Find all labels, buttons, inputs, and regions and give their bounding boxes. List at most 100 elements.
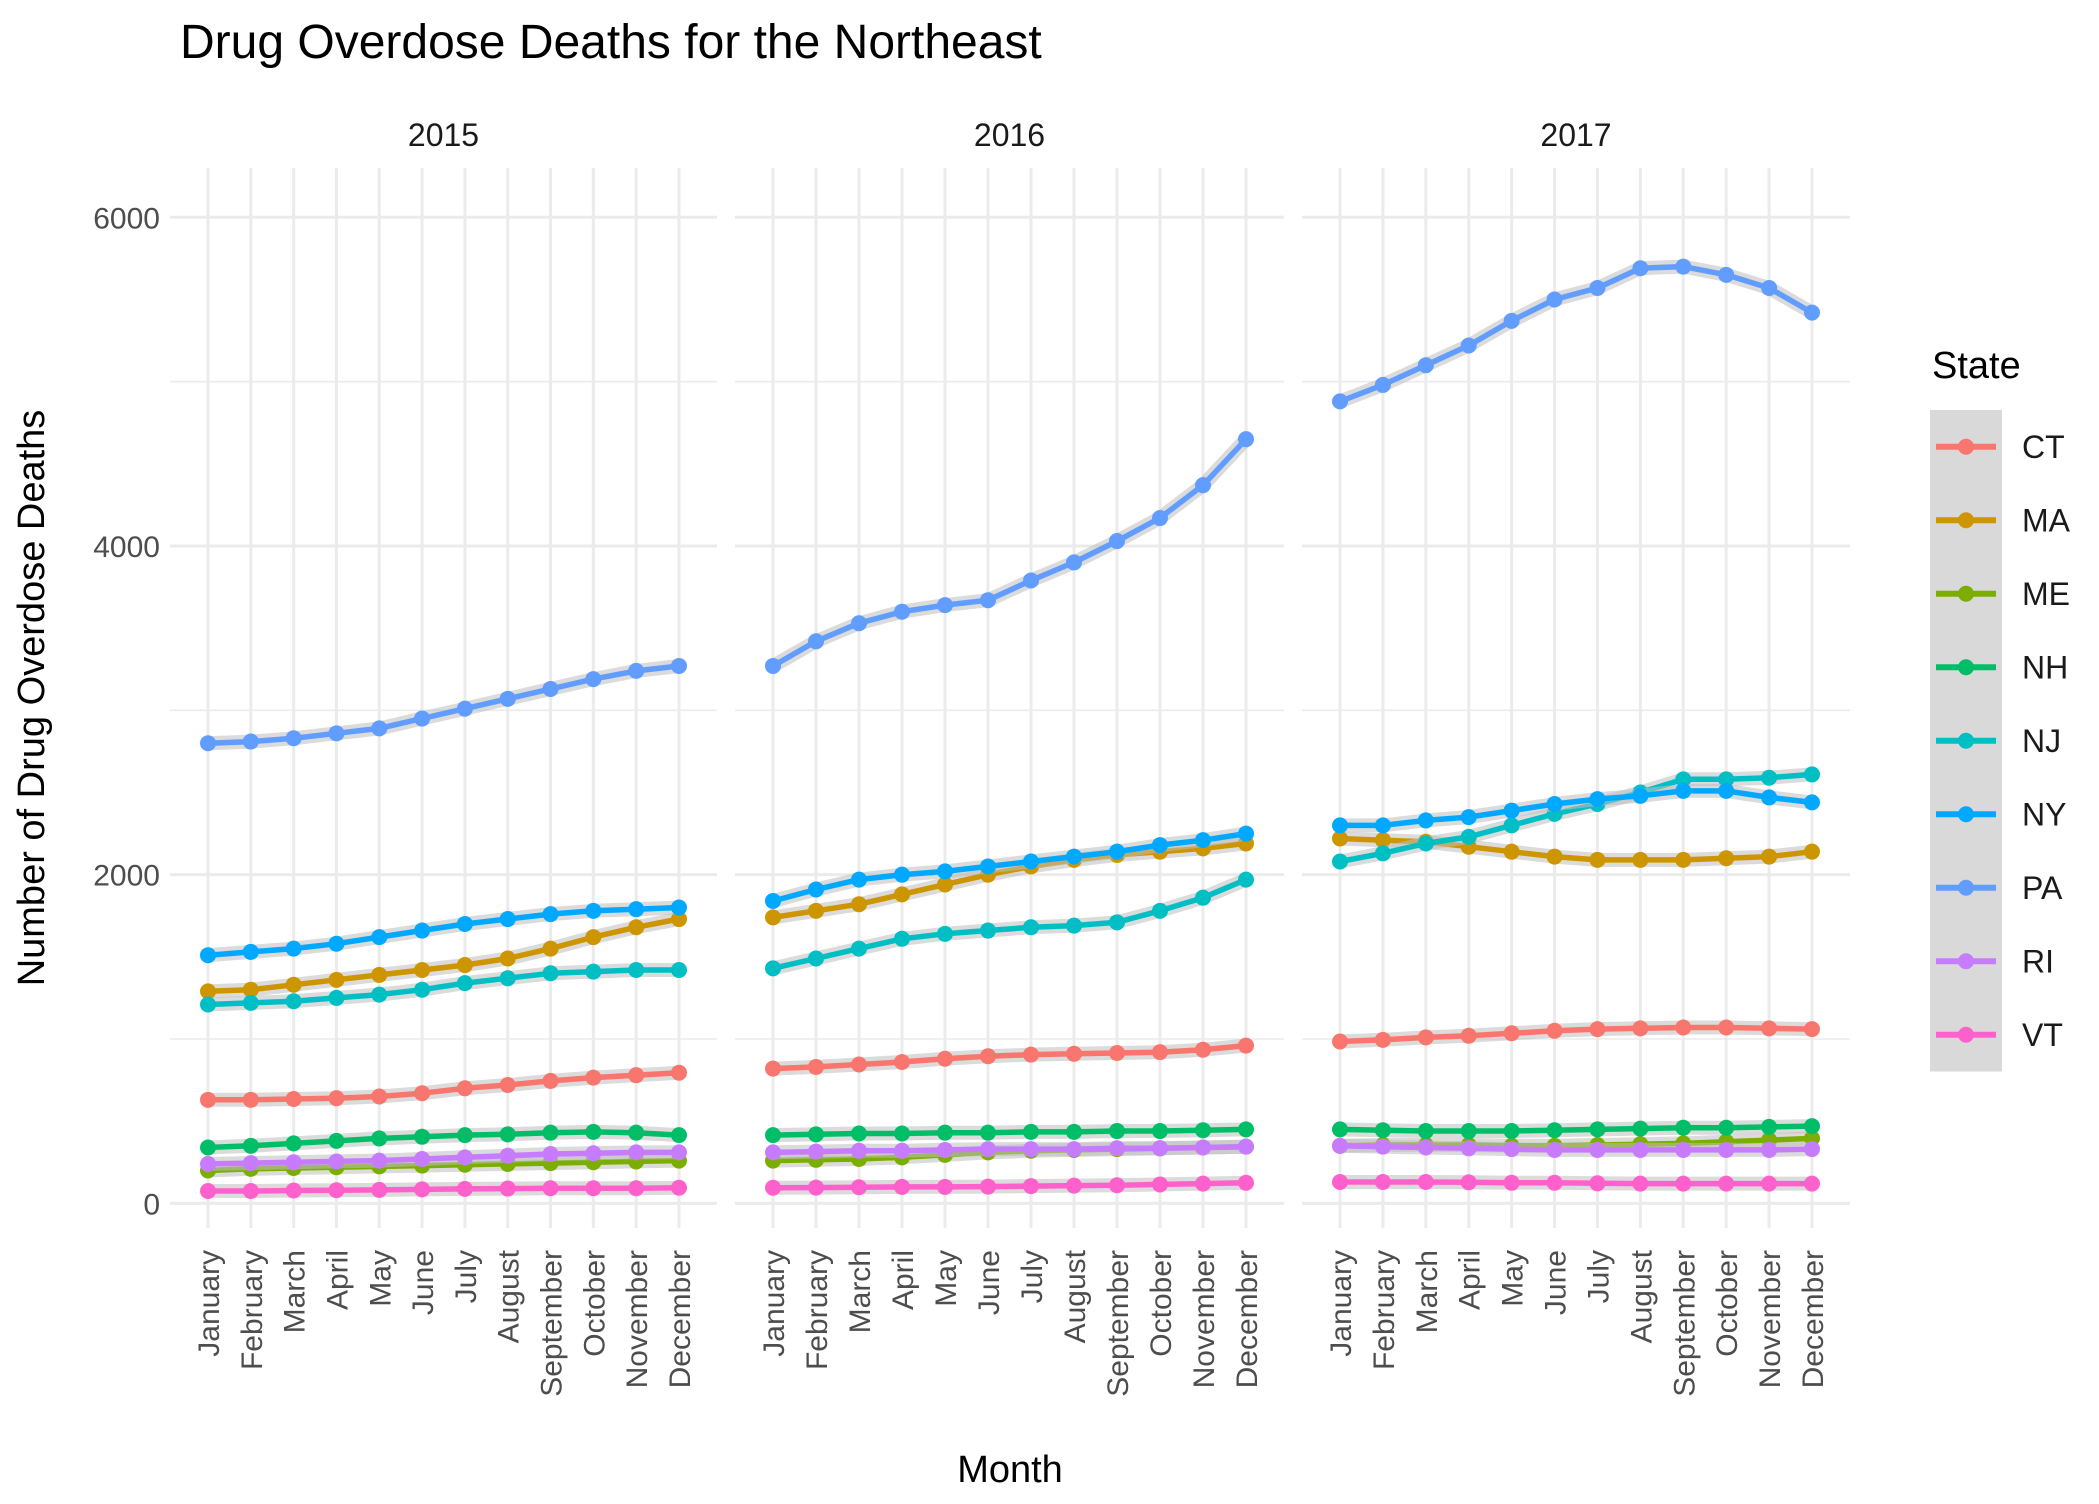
data-point-CT <box>765 1060 781 1077</box>
data-point-NH <box>1675 1119 1692 1136</box>
data-point-RI <box>1417 1139 1434 1156</box>
data-point-NJ <box>1460 828 1477 845</box>
data-point-MA <box>628 919 645 936</box>
data-point-MA <box>285 976 302 993</box>
data-point-CT <box>200 1091 216 1108</box>
data-point-CT <box>542 1072 559 1089</box>
data-point-VT <box>1374 1173 1391 1190</box>
data-point-RI <box>1675 1141 1692 1158</box>
data-point-NJ <box>328 989 345 1006</box>
x-tick-label: March <box>1411 1250 1444 1333</box>
data-point-NJ <box>1503 817 1520 834</box>
x-tick-label: December <box>664 1250 697 1388</box>
legend-label-PA: PA <box>2022 870 2063 906</box>
data-point-MA <box>894 886 910 903</box>
data-point-PA <box>1460 337 1477 354</box>
data-point-VT <box>1804 1175 1820 1192</box>
data-point-RI <box>1804 1141 1820 1158</box>
data-point-NY <box>1675 782 1692 799</box>
data-point-PA <box>414 710 431 727</box>
data-point-RI <box>1332 1137 1348 1154</box>
data-point-VT <box>1332 1173 1348 1190</box>
legend-title: State <box>1932 345 2021 387</box>
x-tick-label: September <box>1668 1250 1701 1397</box>
data-point-CT <box>328 1090 345 1107</box>
data-point-NJ <box>1675 771 1692 788</box>
data-point-NJ <box>1374 845 1391 862</box>
data-point-CT <box>980 1048 996 1065</box>
data-point-NY <box>1332 817 1348 834</box>
data-point-MA <box>200 983 216 1000</box>
data-point-NJ <box>1023 919 1039 936</box>
data-point-CT <box>1109 1044 1125 1061</box>
data-point-CT <box>1023 1046 1039 1063</box>
data-point-CT <box>1761 1020 1778 1037</box>
x-tick-label: August <box>493 1249 526 1343</box>
x-tick-label: November <box>1188 1250 1221 1388</box>
data-point-NY <box>1417 812 1434 829</box>
data-point-NH <box>200 1139 216 1156</box>
legend-label-NJ: NJ <box>2022 723 2061 759</box>
data-point-NJ <box>937 925 953 942</box>
data-point-NY <box>1460 809 1477 826</box>
data-point-PA <box>1374 376 1391 393</box>
data-point-CT <box>285 1090 302 1107</box>
facet-label-2015: 2015 <box>408 117 479 153</box>
x-tick-label: July <box>1016 1250 1049 1303</box>
data-point-PA <box>1332 393 1348 410</box>
data-point-MA <box>499 950 516 967</box>
legend-key-point-VT <box>1958 1026 1974 1043</box>
data-point-CT <box>1238 1037 1254 1054</box>
data-point-VT <box>765 1179 781 1196</box>
data-point-NJ <box>980 922 996 939</box>
data-point-NY <box>456 915 473 932</box>
data-point-VT <box>1417 1173 1434 1190</box>
data-point-MA <box>1761 848 1778 865</box>
data-point-NY <box>1152 837 1168 854</box>
data-point-PA <box>1546 291 1563 308</box>
data-point-NH <box>585 1123 602 1140</box>
data-point-PA <box>1804 304 1820 321</box>
x-tick-label: June <box>973 1250 1006 1315</box>
facet-label-2016: 2016 <box>974 117 1045 153</box>
data-point-VT <box>285 1182 302 1199</box>
data-point-MA <box>1804 843 1820 860</box>
data-point-NJ <box>1417 835 1434 852</box>
data-point-PA <box>851 615 867 632</box>
x-tick-label: May <box>1497 1250 1530 1307</box>
data-point-NH <box>851 1125 867 1142</box>
data-point-NJ <box>499 970 516 987</box>
facet-panel-2017: 2017 January February March April May June July… <box>1302 117 1850 1397</box>
data-point-MA <box>808 902 824 919</box>
data-point-NJ <box>285 993 302 1010</box>
data-point-CT <box>1152 1044 1168 1061</box>
y-axis-label: Number of Drug Overdose Deaths <box>11 410 53 987</box>
data-point-MA <box>1546 848 1563 865</box>
y-tick-label: 4000 <box>93 531 160 564</box>
legend-key-point-RI <box>1958 953 1974 970</box>
legend-key-point-NJ <box>1958 732 1974 749</box>
data-point-VT <box>1109 1177 1125 1194</box>
data-point-VT <box>371 1181 388 1198</box>
legend-label-CT: CT <box>2022 429 2065 465</box>
data-point-PA <box>242 733 259 750</box>
data-point-RI <box>371 1152 388 1169</box>
data-point-RI <box>671 1144 687 1161</box>
facet-panel-2015: 2015 January February March April May June July… <box>170 117 717 1397</box>
x-tick-label: April <box>1454 1250 1487 1310</box>
x-tick-label: March <box>279 1250 312 1333</box>
data-point-VT <box>628 1180 645 1197</box>
data-point-NY <box>1503 802 1520 819</box>
data-point-NJ <box>808 950 824 967</box>
data-point-NJ <box>542 965 559 982</box>
data-point-PA <box>1109 533 1125 550</box>
data-point-MA <box>1503 843 1520 860</box>
confidence-band-NJ <box>766 872 1253 976</box>
data-point-NY <box>1066 848 1082 865</box>
data-point-MA <box>671 911 687 928</box>
x-tick-label: November <box>1754 1250 1787 1388</box>
data-point-CT <box>894 1054 910 1071</box>
x-tick-label: October <box>1145 1250 1178 1357</box>
data-point-PA <box>628 662 645 679</box>
x-tick-label: January <box>193 1250 226 1357</box>
